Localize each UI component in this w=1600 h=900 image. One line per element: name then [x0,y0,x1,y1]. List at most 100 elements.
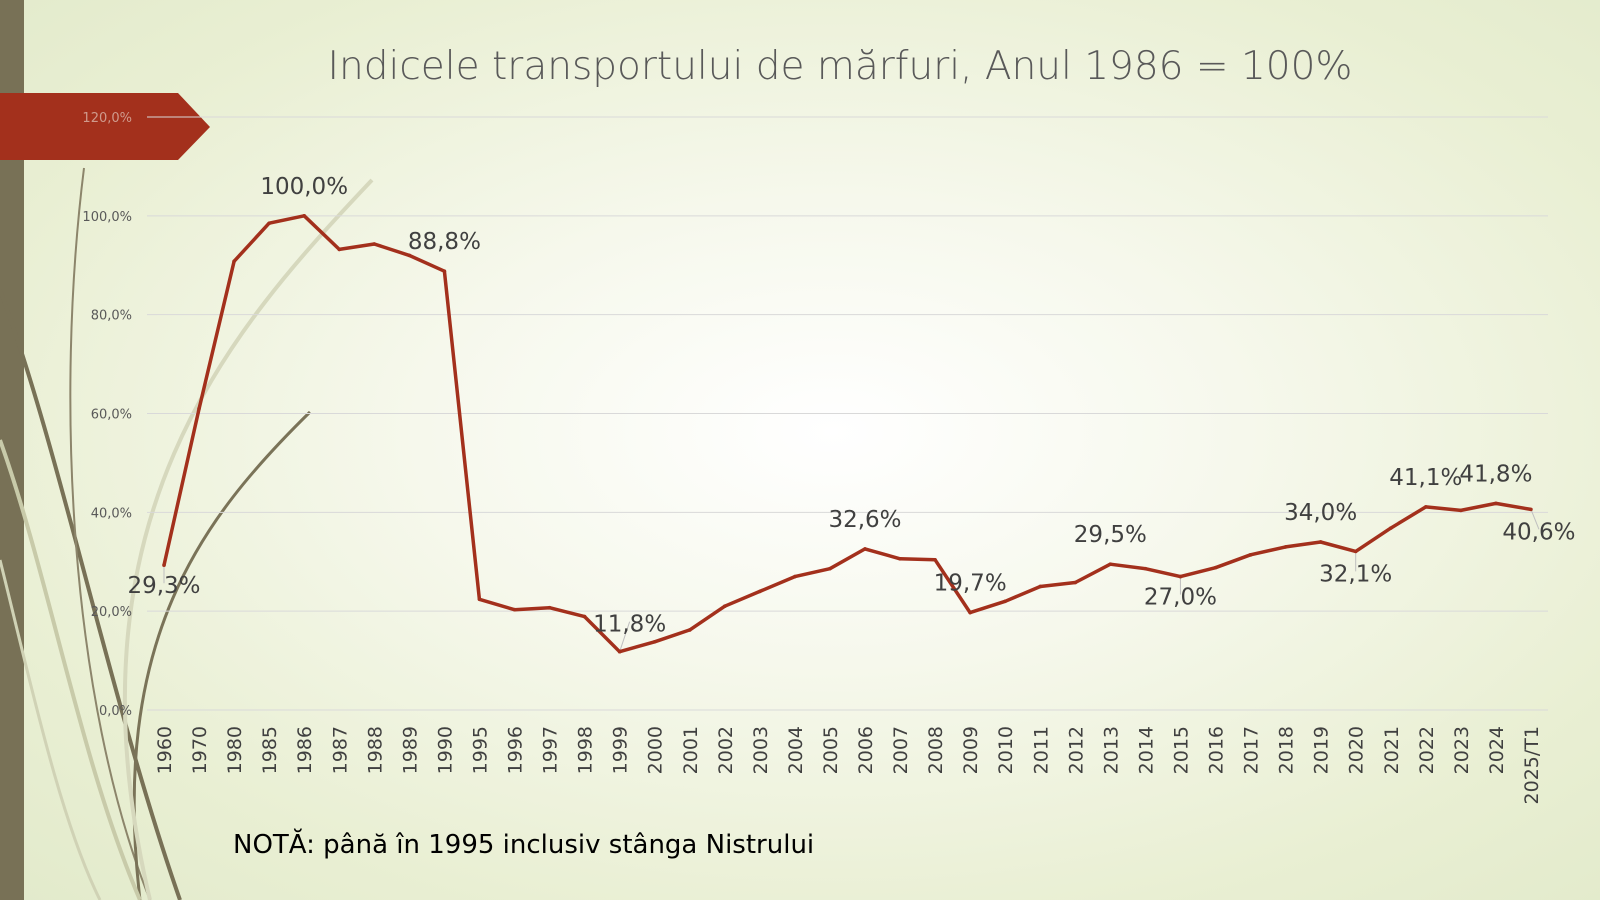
x-tick-label: 2018 [1276,726,1298,774]
data-point [162,563,166,568]
data-point [442,269,447,273]
x-tick-label: 1999 [610,726,632,774]
data-point [758,589,762,594]
data-point [687,628,692,632]
x-tick-label: 1995 [469,726,491,774]
x-tick-label: 1990 [434,726,456,774]
x-tick-label: 1987 [329,726,351,774]
data-point [1248,553,1253,557]
data-label: 34,0% [1284,500,1357,526]
x-tick-label: 2023 [1451,726,1473,774]
x-tick-label: 2013 [1100,726,1122,774]
data-point [652,640,657,644]
data-point [1073,580,1078,585]
decor-curve-light-2 [0,439,142,900]
x-tick-label: 1970 [189,726,211,774]
data-point [372,242,377,246]
data-point [1143,566,1148,571]
data-point [547,605,552,610]
data-point [863,547,867,551]
x-tick-label: 2022 [1416,726,1438,774]
x-axis-ticks: 1960 1970 1980 1985 1986 1987 1988 1989 1990 1995… [154,726,1543,804]
data-point [1108,562,1113,567]
data-point [337,247,342,252]
decor-curve-dark-2 [69,167,151,900]
gridlines [147,116,1548,711]
x-tick-label: 1998 [575,726,597,774]
x-tick-label: 2024 [1486,726,1508,774]
x-tick-label: 2025/T1 [1521,726,1543,804]
data-point [1003,599,1007,604]
x-tick-label: 2012 [1065,726,1087,774]
data-point [723,604,727,609]
label-leader-lines [163,509,1540,652]
series-line [162,214,1532,654]
x-tick-label: 2003 [750,726,772,774]
x-tick-label: 2001 [680,726,702,774]
data-label: 27,0% [1144,585,1217,611]
data-point [1494,501,1498,506]
decor-curve-light-1 [122,178,374,900]
data-point [267,221,271,226]
y-tick-label: 0,0% [99,704,132,719]
decor-curve-dark-1 [0,289,182,900]
data-label: 11,8% [593,612,666,638]
x-tick-label: 1985 [259,726,281,774]
x-tick-label: 1997 [540,726,562,774]
data-points [162,214,1533,654]
x-tick-label: 2017 [1241,726,1263,774]
y-tick-label: 20,0% [91,605,132,620]
x-tick-label: 2021 [1381,726,1403,774]
label-leader [1530,509,1540,530]
data-label: 41,8% [1459,461,1532,487]
data-label: 100,0% [260,174,348,200]
data-labels: 29,3% 100,0% 88,8% 11,8% 32,6% 19,7% 29,5% 27,0… [127,174,1575,638]
label-leader [619,621,631,652]
data-point [1178,574,1183,579]
x-tick-label: 2004 [785,726,807,774]
data-point [1038,584,1043,589]
data-point [968,610,972,615]
data-point [1459,508,1463,513]
x-tick-label: 2020 [1346,726,1368,774]
x-tick-label: 2009 [960,726,982,774]
data-point [512,607,517,612]
x-tick-label: 2011 [1030,726,1052,774]
data-point [1283,545,1288,549]
title-banner-arrow [0,93,210,160]
data-point [1353,549,1358,554]
x-tick-label: 1996 [505,726,527,774]
data-point [898,556,902,561]
data-label: 29,5% [1074,522,1147,548]
x-tick-label: 2005 [820,726,842,774]
data-point [197,406,201,411]
data-point [232,259,236,264]
data-point [793,574,797,579]
x-tick-label: 1986 [294,726,316,774]
data-label: 19,7% [934,571,1007,597]
data-label: 40,6% [1502,519,1575,545]
data-point [828,566,832,571]
x-tick-label: 2014 [1135,726,1157,774]
x-tick-label: 2006 [855,726,877,774]
x-tick-label: 1988 [364,726,386,774]
data-point [407,253,412,258]
decor-curve-dark-3 [132,410,312,900]
x-tick-label: 1989 [399,726,421,774]
x-tick-label: 2002 [715,726,737,774]
data-point [477,597,482,602]
x-tick-label: 2016 [1206,726,1228,774]
data-label: 29,3% [127,573,200,599]
data-label: 32,6% [828,507,901,533]
x-tick-label: 2010 [995,726,1017,774]
y-tick-label: 60,0% [91,408,132,423]
decor-curve-light-3 [0,559,102,900]
y-tick-label: 100,0% [82,210,132,225]
x-tick-label: 2019 [1311,726,1333,774]
data-point [1388,526,1393,530]
y-axis-ticks: 0,0% 20,0% 40,0% 60,0% 80,0% 100,0% 120,0% [82,111,132,719]
y-tick-label: 40,0% [91,506,132,521]
